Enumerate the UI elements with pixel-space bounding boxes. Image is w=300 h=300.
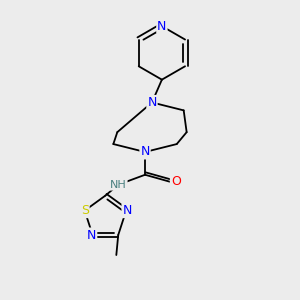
Text: NH: NH (110, 180, 127, 190)
Text: N: N (140, 146, 150, 158)
Text: O: O (171, 175, 181, 188)
Text: N: N (157, 20, 167, 33)
Text: S: S (81, 204, 89, 217)
Text: N: N (147, 96, 157, 109)
Text: N: N (122, 204, 132, 217)
Text: N: N (87, 229, 96, 242)
